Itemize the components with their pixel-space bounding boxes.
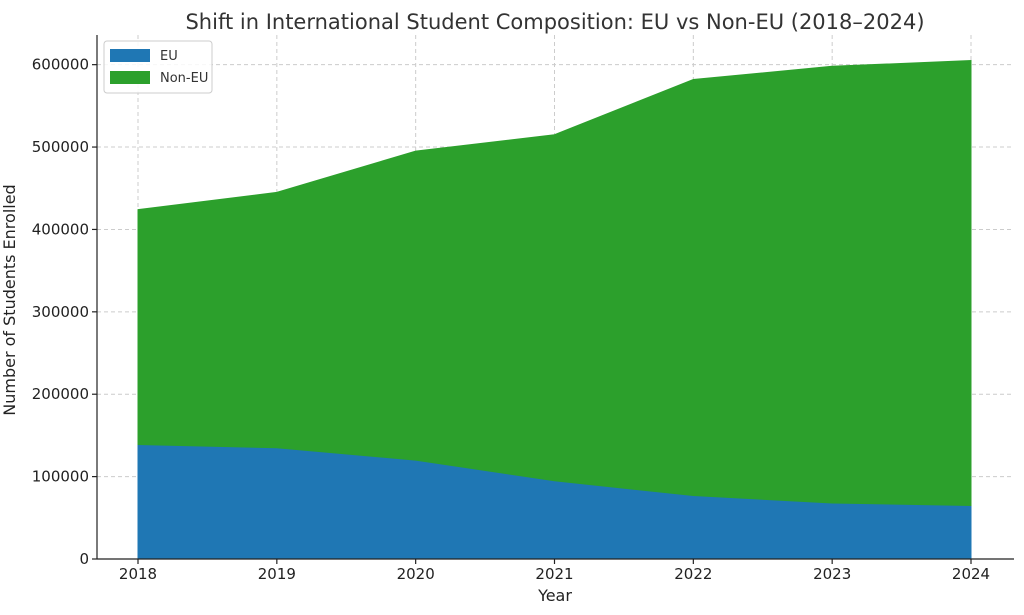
y-tick-label-0: 0 (79, 550, 89, 568)
y-tick-label-600000: 600000 (32, 56, 89, 74)
x-tick-label-2020: 2020 (397, 565, 435, 583)
x-tick-label-2019: 2019 (258, 565, 296, 583)
x-tick-label-2023: 2023 (813, 565, 851, 583)
x-tick-label-2024: 2024 (952, 565, 990, 583)
x-axis-label: Year (537, 586, 572, 605)
axes-layer: 2018 2019 2020 2021 2022 2023 2024 0 100000 20000… (32, 35, 1014, 583)
area-series-non-eu (137, 60, 972, 506)
y-tick-label-100000: 100000 (32, 468, 89, 486)
y-tick-label-300000: 300000 (32, 303, 89, 321)
y-tick-label-200000: 200000 (32, 385, 89, 403)
legend-swatch-eu (110, 49, 150, 62)
y-tick-label-500000: 500000 (32, 138, 89, 156)
x-tick-label-2022: 2022 (674, 565, 712, 583)
y-axis-label: Number of Students Enrolled (0, 184, 19, 415)
legend-label-non-eu: Non-EU (160, 71, 208, 86)
area-layer (137, 60, 972, 560)
y-tick-label-400000: 400000 (32, 220, 89, 238)
legend: EU Non-EU (103, 40, 213, 94)
chart-title: Shift in International Student Compositi… (185, 10, 924, 34)
x-tick-label-2018: 2018 (119, 565, 157, 583)
legend-swatch-non-eu (110, 71, 150, 84)
x-tick-label-2021: 2021 (535, 565, 573, 583)
legend-label-eu: EU (160, 49, 178, 64)
